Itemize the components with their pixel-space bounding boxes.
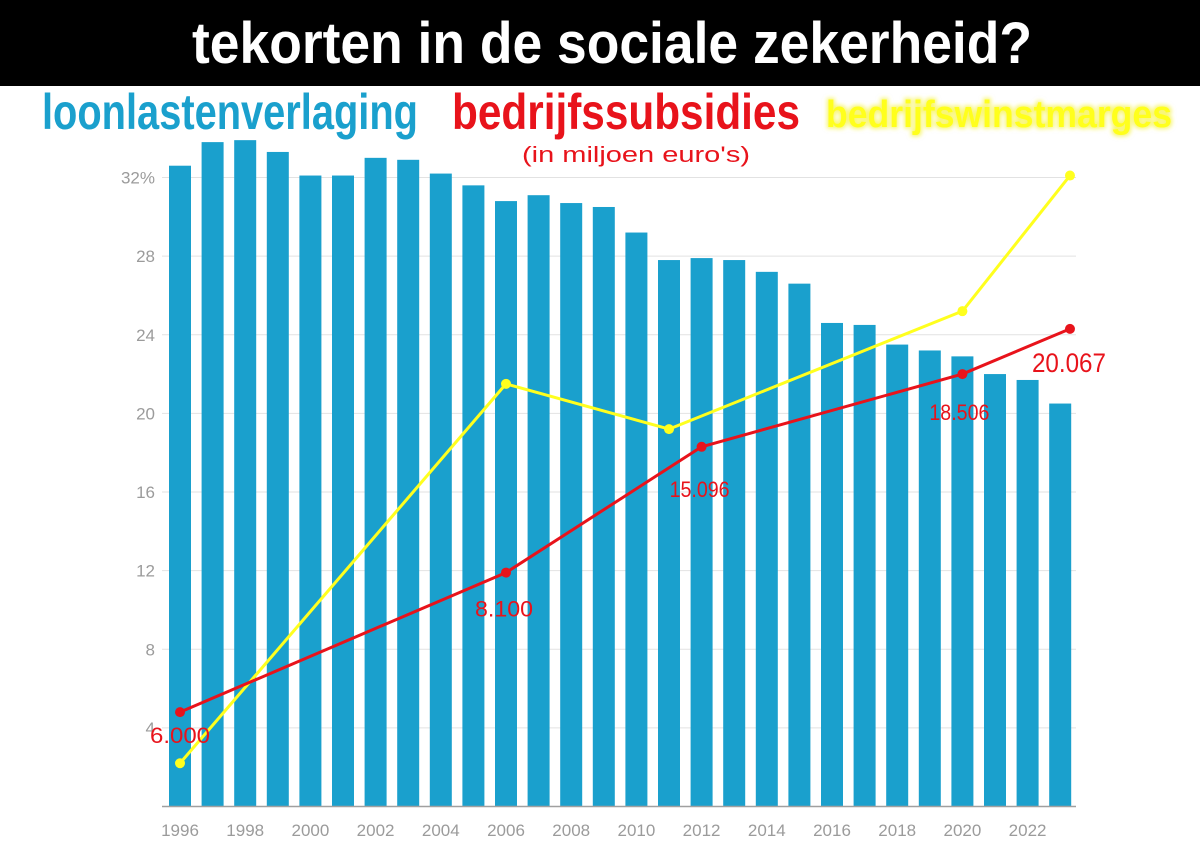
bar-2019 xyxy=(918,350,941,807)
bedrijfssubsidies-data-label-2: 8.100 xyxy=(475,597,533,622)
y-tick-label: 8 xyxy=(146,640,155,659)
legend-label-loonlastenverlaging: loonlastenverlaging xyxy=(42,84,418,140)
y-tick-label: 24 xyxy=(136,326,155,345)
bedrijfswinstmarges-point-5 xyxy=(1064,170,1075,181)
bar-2014 xyxy=(755,271,778,807)
bar-1996 xyxy=(169,165,191,807)
bar-2011 xyxy=(658,260,680,807)
bedrijfswinstmarges-point-3 xyxy=(664,424,674,435)
bar-2003 xyxy=(397,159,420,807)
legend-label-bedrijfssubsidies: bedrijfssubsidies xyxy=(452,84,800,140)
bar-2016 xyxy=(821,322,843,807)
x-tick-label: 2022 xyxy=(1009,821,1047,840)
bar-2012 xyxy=(690,258,713,807)
bedrijfssubsidies-point-1 xyxy=(175,707,185,718)
bedrijfssubsidies-point-4 xyxy=(957,369,968,380)
bar-2009 xyxy=(592,206,615,807)
x-tick-label: 2018 xyxy=(878,821,916,840)
bedrijfssubsidies-data-label-1: 6.000 xyxy=(150,723,210,748)
bar-2002 xyxy=(364,157,387,807)
title-bar xyxy=(0,0,1200,86)
data-labels: 6.000 8.100 15.096 18.506 20.067 xyxy=(150,348,1106,748)
bedrijfssubsidies-data-label-5: 20.067 xyxy=(1032,348,1106,378)
bar-2021 xyxy=(984,374,1006,807)
x-tick-label: 2004 xyxy=(422,821,460,840)
bedrijfssubsidies-data-label-4: 18.506 xyxy=(929,400,989,425)
legend-label-bedrijfswinstmarges: bedrijfswinstmarges xyxy=(826,94,1172,136)
y-tick-label: 20 xyxy=(136,404,155,423)
bedrijfssubsidies-point-3 xyxy=(696,441,707,452)
bedrijfssubsidies-point-2 xyxy=(501,567,511,578)
x-tick-label: 2010 xyxy=(617,821,655,840)
bar-2023 xyxy=(1049,403,1072,807)
bar-2010 xyxy=(625,232,648,807)
x-tick-label: 2002 xyxy=(357,821,395,840)
x-tick-label: 1996 xyxy=(161,821,199,840)
x-tick-label: 2006 xyxy=(487,821,525,840)
x-tick-label: 2000 xyxy=(291,821,329,840)
bar-2013 xyxy=(723,260,746,807)
x-tick-label: 2008 xyxy=(552,821,590,840)
x-tick-label: 2016 xyxy=(813,821,851,840)
bar-2004 xyxy=(429,173,452,807)
y-tick-label: 16 xyxy=(136,483,155,502)
x-tick-label: 2014 xyxy=(748,821,786,840)
bedrijfswinstmarges-point-4 xyxy=(957,306,968,317)
y-tick-label: 28 xyxy=(136,247,155,266)
bar-2006 xyxy=(495,201,517,807)
bedrijfssubsidies-point-5 xyxy=(1064,323,1075,334)
bedrijfswinstmarges-point-2 xyxy=(501,378,511,389)
line-series xyxy=(175,170,1075,769)
bedrijfssubsidies-data-label-3: 15.096 xyxy=(670,477,730,502)
bar-2001 xyxy=(332,175,354,807)
bar-2018 xyxy=(886,344,909,807)
bar-1998 xyxy=(234,140,257,807)
bedrijfssubsidies-series xyxy=(175,323,1075,718)
x-tick-label: 2020 xyxy=(943,821,981,840)
x-axis-tick-labels: 1996 1998 2000 2002 2004 2006 2008 2010 2012 2014… xyxy=(161,821,1046,840)
y-tick-label: 12 xyxy=(136,562,155,581)
bar-2000 xyxy=(299,175,322,807)
bar-series-loonlastenverlaging xyxy=(169,140,1072,807)
y-axis-tick-labels: 32% 28 24 20 16 12 8 4 xyxy=(121,169,155,738)
bar-2005 xyxy=(462,185,485,807)
bedrijfswinstmarges-series xyxy=(175,170,1075,769)
x-tick-label: 2012 xyxy=(683,821,721,840)
bar-2015 xyxy=(788,283,811,807)
bar-1997 xyxy=(201,142,224,807)
bar-2017 xyxy=(853,324,876,807)
bar-1999 xyxy=(266,151,289,807)
bar-2022 xyxy=(1016,379,1039,807)
x-tick-label: 1998 xyxy=(226,821,264,840)
unit-note: (in miljoen euro's) xyxy=(522,142,750,167)
y-tick-label: 4 xyxy=(146,719,155,738)
chart-title: tekorten in de sociale zekerheid? xyxy=(192,11,1032,76)
bar-2007 xyxy=(527,195,550,807)
y-tick-label: 32% xyxy=(121,169,155,188)
bar-2008 xyxy=(560,203,583,807)
bedrijfswinstmarges-point-1 xyxy=(175,758,185,769)
bar-2020 xyxy=(951,356,974,807)
